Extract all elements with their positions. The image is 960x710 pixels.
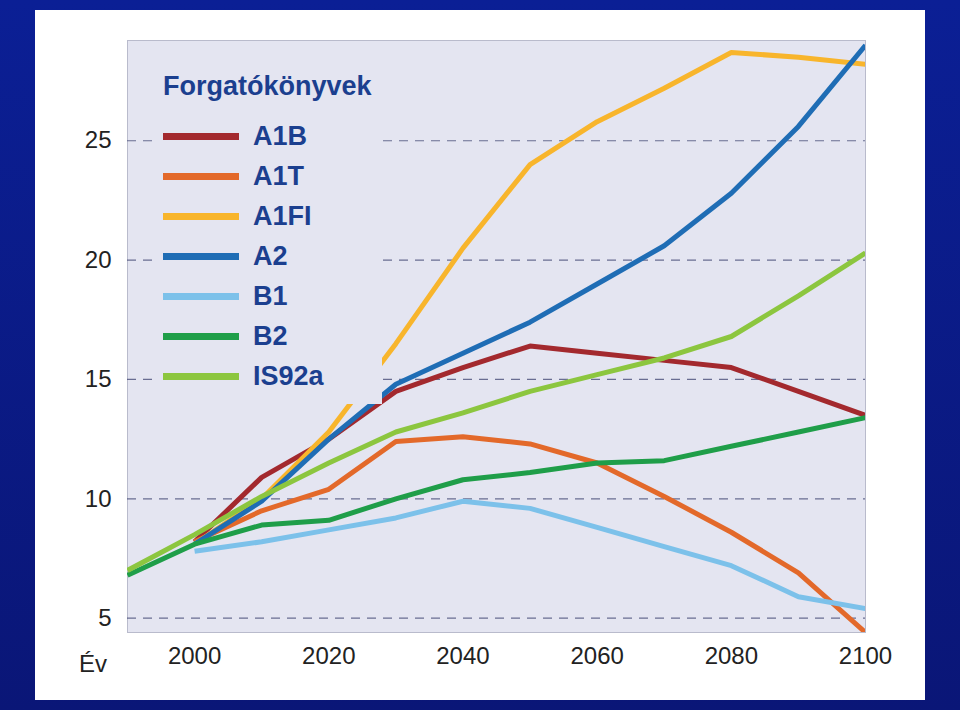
html-text:B1: B1 [253,280,288,311]
svg-text:2100: 2100 [839,642,892,669]
html-text:B2: B2 [253,320,288,351]
svg-text:10: 10 [85,485,112,512]
html-text:IS92a: IS92a [253,360,324,391]
svg-text:5: 5 [98,604,111,631]
html-text:Év: Év [79,650,107,677]
svg-text:2020: 2020 [302,642,355,669]
svg-text:15: 15 [85,365,112,392]
svg-text:2080: 2080 [705,642,758,669]
html-text:A2: A2 [253,240,288,271]
html-text:A1T: A1T [253,160,304,191]
html-text:Forgatókönyvek: Forgatókönyvek [163,71,372,101]
svg-text:20: 20 [85,246,112,273]
svg-text:2040: 2040 [436,642,489,669]
svg-text:2000: 2000 [168,642,221,669]
html-text:A1FI: A1FI [253,200,312,231]
svg-text:2060: 2060 [570,642,623,669]
svg-text:25: 25 [85,126,112,153]
html-text:A1B: A1B [253,120,307,151]
